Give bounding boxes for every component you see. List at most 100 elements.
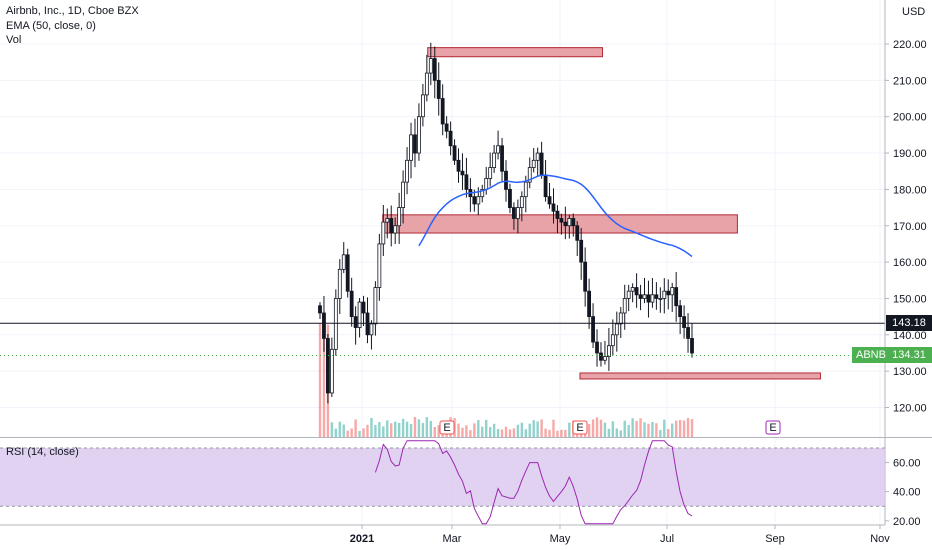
volume-bar	[651, 422, 654, 437]
volume-bar	[374, 424, 377, 437]
candle-body	[496, 145, 500, 154]
candle-body	[670, 287, 675, 296]
candle-body	[603, 356, 607, 361]
volume-bar	[500, 429, 504, 437]
volume-bar	[370, 418, 373, 437]
volume-bar	[421, 422, 425, 437]
volume-bar	[481, 426, 484, 437]
volume-bar	[393, 421, 397, 437]
earnings-label: E	[576, 422, 583, 434]
volume-bar	[477, 420, 480, 437]
volume-bar	[595, 417, 599, 437]
candle-body	[381, 221, 386, 245]
volume-bar	[627, 424, 630, 437]
candle-body	[333, 298, 338, 350]
candle-body	[658, 298, 663, 300]
zone-box	[427, 47, 603, 58]
volume-bar	[540, 419, 543, 437]
candle-body	[551, 203, 556, 212]
candle-body	[606, 345, 611, 358]
volume-bar	[556, 430, 559, 437]
candle-body	[420, 94, 425, 118]
x-tick-label: Sep	[765, 533, 785, 545]
volume-bar	[492, 423, 496, 437]
earnings-marker	[439, 420, 455, 435]
candle-body	[484, 178, 489, 190]
volume-bar	[663, 419, 666, 437]
candle-body	[440, 98, 445, 125]
volume-bar	[362, 428, 365, 437]
symbol-legend[interactable]: Airbnb, Inc., 1D, Cboe BZX	[6, 5, 139, 17]
candle-body	[630, 287, 635, 292]
volume-bar	[516, 424, 520, 437]
rsi-band	[0, 448, 885, 507]
candle-body	[543, 174, 548, 198]
volume-bar	[334, 428, 338, 437]
volume-bar	[496, 429, 500, 437]
ema-line	[418, 174, 693, 258]
volume-bar	[346, 430, 349, 437]
candle-body	[654, 294, 659, 299]
candle-body	[634, 287, 639, 296]
volume-bar	[358, 430, 361, 437]
x-tick-label: Mar	[443, 533, 462, 545]
candle-body	[444, 123, 449, 132]
candle-body	[686, 327, 690, 339]
candle-body	[622, 298, 627, 314]
candle-body	[575, 225, 580, 241]
currency-label: USD	[902, 6, 926, 18]
volume-bar	[330, 422, 334, 437]
earnings-marker	[572, 420, 588, 435]
candle-body	[638, 294, 643, 299]
candle-body	[567, 218, 572, 227]
candle-body	[563, 221, 568, 227]
candle-body	[326, 338, 330, 394]
ema-legend[interactable]: EMA (50, close, 0)	[6, 20, 96, 32]
volume-bar	[568, 422, 571, 437]
volume-bar	[413, 417, 417, 437]
volume-bar	[354, 419, 357, 437]
volume-bar	[465, 425, 468, 437]
volume-bar	[386, 420, 389, 437]
volume-bar	[401, 418, 405, 437]
y-tick-label: 220.00	[893, 39, 927, 51]
candle-body	[472, 196, 477, 205]
volume-bar	[457, 423, 460, 437]
candle-body	[341, 254, 346, 270]
candle-body	[591, 316, 595, 343]
candle-body	[595, 341, 599, 354]
candle-body	[504, 170, 508, 190]
ticker-badge: ABNB	[852, 347, 890, 363]
volume-bar	[417, 419, 421, 437]
candle-body	[579, 239, 584, 263]
y-tick-label: 190.00	[893, 148, 927, 160]
candle-body	[626, 290, 631, 299]
candle-body	[480, 188, 485, 198]
volume-bar	[485, 419, 488, 437]
candle-body	[401, 181, 406, 208]
candle-body	[373, 287, 378, 325]
volume-bar	[623, 420, 626, 437]
y-tick-label: 170.00	[893, 221, 927, 233]
volume-bar	[548, 429, 551, 437]
volume-bar	[366, 424, 369, 437]
y-tick-label: 130.00	[893, 366, 927, 378]
candle-body	[666, 290, 671, 296]
candle-body	[424, 72, 429, 96]
vol-legend[interactable]: Vol	[6, 34, 22, 46]
rsi-legend[interactable]: RSI (14, close)	[6, 446, 79, 458]
candle-body	[523, 181, 528, 198]
x-tick-label: May	[550, 533, 571, 545]
candle-body	[618, 312, 623, 325]
volume-bar	[429, 420, 433, 437]
volume-bar	[560, 429, 563, 437]
candle-body	[353, 316, 358, 328]
x-tick-label: 2021	[350, 533, 374, 545]
candle-body	[559, 218, 564, 223]
candle-body	[527, 167, 532, 183]
candle-body	[393, 225, 398, 234]
y-tick-label: 120.00	[893, 403, 927, 415]
earnings-marker	[765, 420, 781, 435]
candle-body	[555, 210, 560, 219]
